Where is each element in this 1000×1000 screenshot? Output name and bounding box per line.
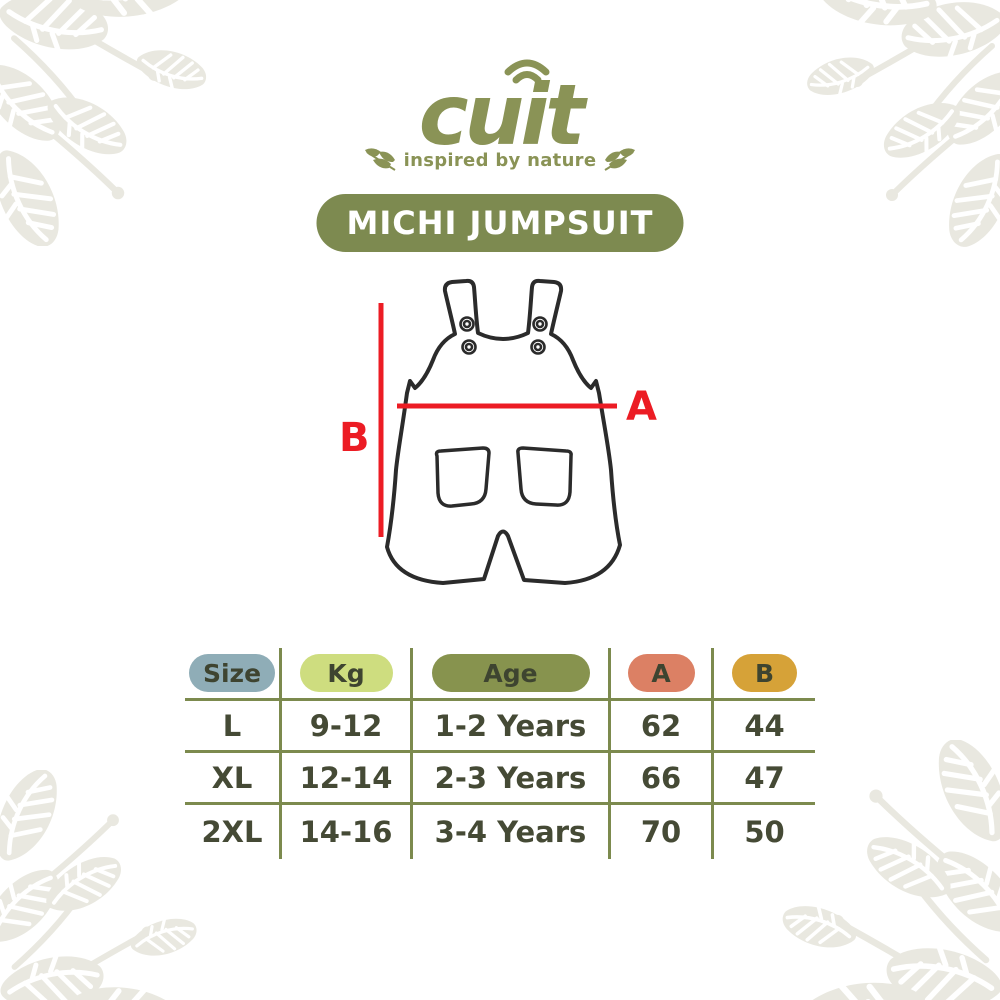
cell-age-xl: 2-3 Years [413, 750, 611, 802]
header-cell-size: Size [185, 648, 282, 698]
cell-b-l: 44 [714, 698, 815, 750]
cell-b-2xl: 50 [714, 802, 815, 859]
size-table: Size Kg Age A B L 9-12 1-2 Years 62 44 X… [185, 648, 815, 859]
cell-size-xl: XL [185, 750, 282, 802]
jumpsuit-pocket-left [434, 446, 491, 508]
wifi-signal-icon-inner [512, 71, 542, 84]
cell-a-xl: 66 [611, 750, 714, 802]
jumpsuit-diagram: A B [339, 278, 657, 585]
header-pill-b: B [732, 654, 797, 692]
cell-a-2xl: 70 [611, 802, 714, 859]
brand-logo: cuit [0, 48, 1000, 164]
jumpsuit-pocket-right [516, 446, 573, 507]
header-pill-age: Age [431, 654, 590, 692]
wifi-signal-icon [504, 59, 550, 76]
leaf-sprig-icon-right [604, 148, 636, 171]
header-pill-size: Size [189, 654, 275, 692]
cell-kg-2xl: 14-16 [282, 802, 413, 859]
cell-age-l: 1-2 Years [413, 698, 611, 750]
cell-a-l: 62 [611, 698, 714, 750]
cell-size-2xl: 2XL [185, 802, 282, 859]
cell-kg-xl: 12-14 [282, 750, 413, 802]
header-cell-b: B [714, 648, 815, 698]
measurement-label-a: A [626, 384, 657, 430]
header-cell-kg: Kg [282, 648, 413, 698]
cell-kg-l: 9-12 [282, 698, 413, 750]
brand-name: cuit [419, 66, 588, 158]
cell-age-2xl: 3-4 Years [413, 802, 611, 859]
snap-buttons [459, 316, 548, 355]
product-title: MICHI JUMPSUIT [346, 204, 654, 242]
brand-tagline-row: inspired by nature [0, 146, 1000, 174]
jumpsuit-outline [385, 278, 622, 585]
brand-tagline: inspired by nature [403, 149, 597, 171]
header-cell-a: A [611, 648, 714, 698]
cell-b-xl: 47 [714, 750, 815, 802]
header-pill-kg: Kg [299, 654, 393, 692]
leaf-sprig-icon-left [364, 148, 396, 171]
header-cell-age: Age [413, 648, 611, 698]
product-title-badge: MICHI JUMPSUIT [316, 194, 684, 252]
measurement-label-b: B [339, 415, 370, 461]
header-pill-a: A [627, 654, 695, 692]
cell-size-l: L [185, 698, 282, 750]
